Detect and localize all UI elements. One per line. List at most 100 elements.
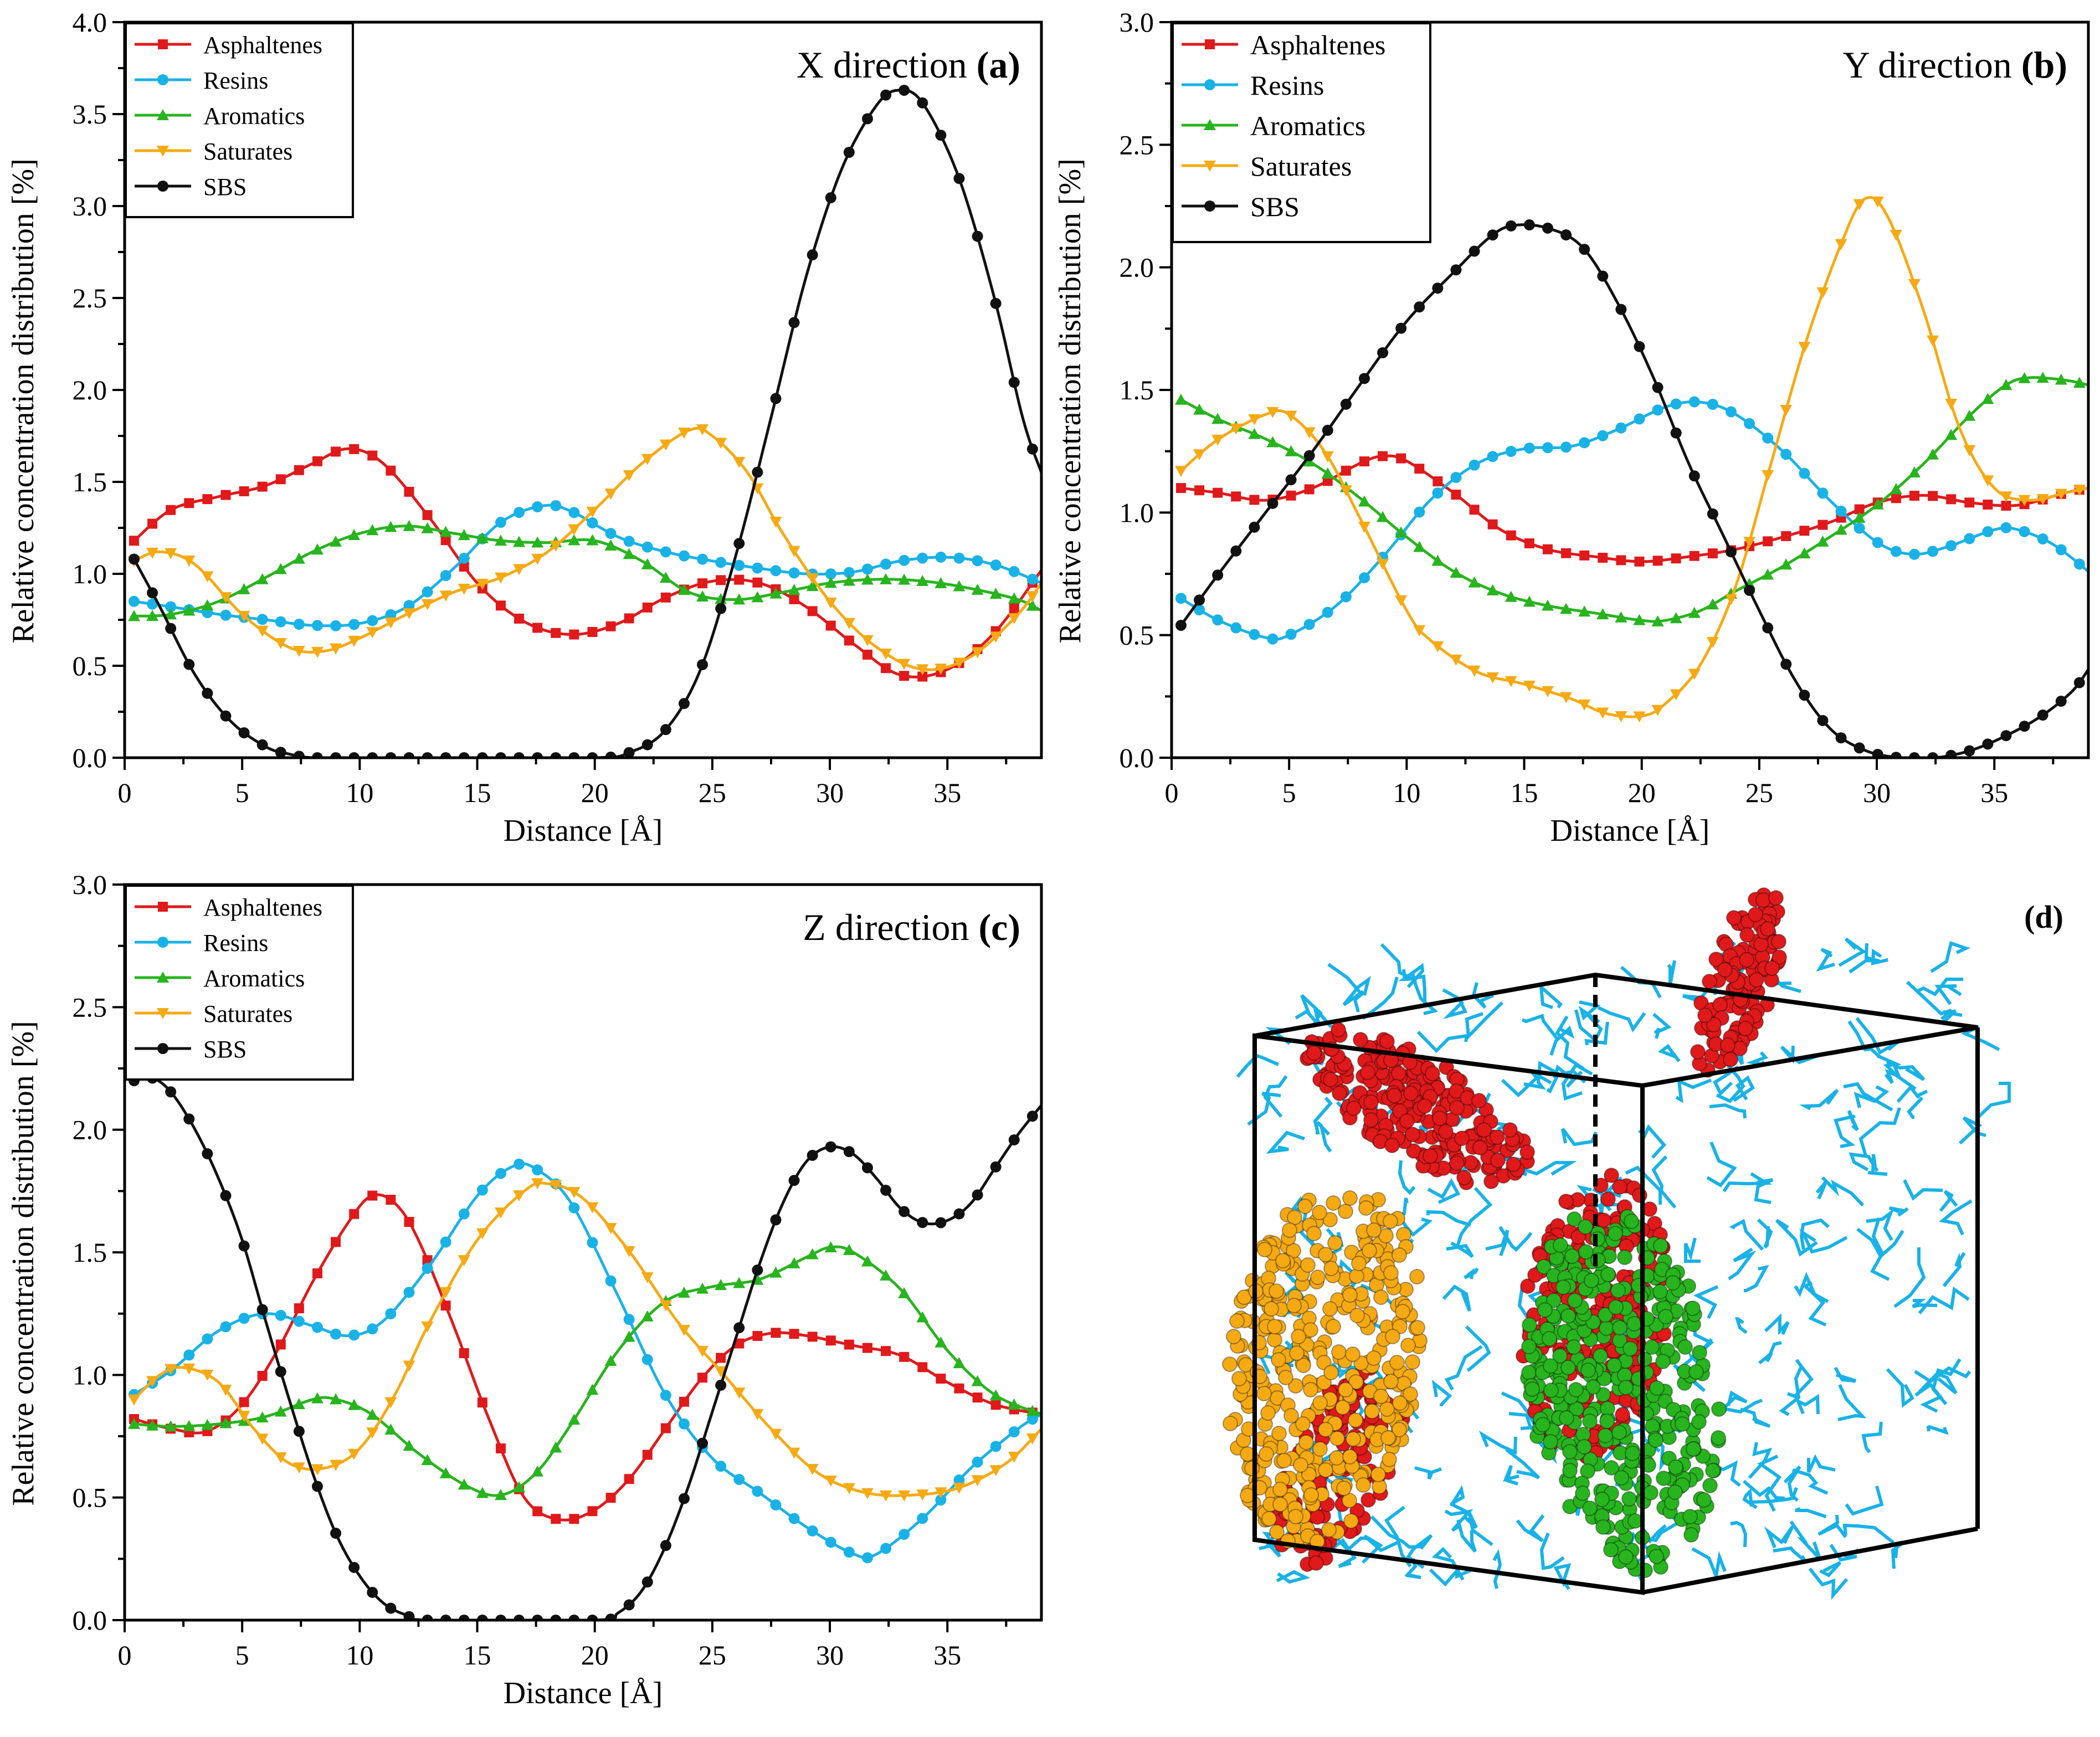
- marker-resins: [1853, 522, 1865, 534]
- resin-fragment: [1748, 1442, 1773, 1479]
- resin-fragment: [1361, 1534, 1400, 1564]
- marker-aromatics: [550, 1441, 562, 1453]
- marker-aromatics: [989, 588, 1002, 599]
- resin-fragment: [1263, 1075, 1288, 1118]
- atom: [1423, 1148, 1438, 1164]
- marker-aromatics: [935, 577, 947, 589]
- marker-sbs: [697, 1437, 708, 1449]
- atom: [1323, 1365, 1339, 1380]
- atom: [1409, 1269, 1425, 1284]
- marker-sbs: [1212, 569, 1224, 581]
- aromatics-cluster: [1520, 1209, 1727, 1578]
- marker-saturates: [989, 1465, 1002, 1477]
- marker-resins: [917, 552, 928, 564]
- atom: [1692, 1345, 1707, 1360]
- resin-fragment: [1926, 1425, 1949, 1435]
- marker-aromatics: [292, 552, 305, 564]
- resin-fragment: [1733, 1075, 1755, 1102]
- marker-aromatics: [2018, 372, 2031, 383]
- marker-aromatics: [696, 590, 709, 602]
- atom: [1312, 1395, 1328, 1411]
- marker-saturates: [1230, 423, 1242, 435]
- marker-saturates: [292, 1462, 305, 1474]
- panel-c-z-direction-chart: 0 5 10 15 20 25 30 35 0.0 0.5 1.0 1.5 2.0 2.5 3.0 Dista…: [6, 869, 1043, 1710]
- resin-fragment: [1553, 1563, 1572, 1590]
- marker-saturates: [1248, 414, 1261, 425]
- marker-aromatics: [1816, 535, 1829, 547]
- marker-aromatics: [623, 548, 635, 559]
- marker-aromatics: [127, 1417, 140, 1429]
- atom: [1345, 1347, 1360, 1362]
- marker-saturates: [348, 635, 361, 647]
- marker-aromatics: [880, 573, 892, 584]
- marker-asphaltenes: [642, 1450, 653, 1460]
- atom: [1300, 1257, 1316, 1273]
- marker-saturates: [696, 424, 709, 435]
- atom: [1696, 1492, 1712, 1508]
- marker-resins: [715, 557, 727, 568]
- marker-resins: [1908, 548, 1920, 560]
- marker-asphaltenes: [899, 671, 910, 681]
- atom: [1625, 1446, 1640, 1461]
- marker-asphaltenes: [697, 578, 708, 589]
- atom: [1296, 1358, 1311, 1373]
- marker-saturates: [494, 1207, 507, 1219]
- marker-aromatics: [953, 580, 966, 592]
- marker-asphaltenes: [1817, 520, 1828, 530]
- marker-saturates: [1174, 466, 1187, 477]
- atom: [1297, 1199, 1313, 1214]
- atom: [1383, 1214, 1398, 1229]
- atom: [1257, 1242, 1272, 1257]
- marker-resins: [1487, 451, 1498, 462]
- marker-asphaltenes: [1414, 464, 1425, 474]
- marker-aromatics: [1835, 523, 1847, 535]
- resin-fragment: [1456, 1519, 1477, 1553]
- marker-asphaltenes: [404, 1217, 414, 1227]
- resin-fragment: [1847, 1020, 1881, 1058]
- resin-fragment: [1465, 1325, 1491, 1372]
- resin-fragment: [1462, 1511, 1493, 1546]
- atom: [1537, 1302, 1553, 1318]
- x-tick-label: 10: [346, 777, 373, 808]
- marker-aromatics: [219, 1417, 232, 1428]
- marker-sbs: [385, 1602, 397, 1614]
- marker-asphaltenes: [166, 505, 176, 515]
- marker-aromatics: [476, 532, 489, 543]
- atom: [1543, 1434, 1558, 1450]
- marker-resins: [476, 1184, 488, 1196]
- marker-resins: [1945, 540, 1957, 552]
- marker-saturates: [513, 1190, 526, 1202]
- marker-saturates: [1395, 595, 1408, 607]
- marker-aromatics: [403, 1440, 415, 1451]
- atom: [1306, 1226, 1322, 1241]
- resin-fragment: [1794, 1272, 1829, 1303]
- marker-saturates: [1945, 399, 1958, 410]
- marker-resins: [348, 619, 360, 630]
- marker-resins: [1008, 1426, 1020, 1437]
- marker-resins: [880, 1543, 892, 1554]
- marker-sbs: [990, 1161, 1002, 1173]
- resin-fragment: [1734, 1317, 1748, 1334]
- atom: [1580, 1363, 1596, 1378]
- marker-resins: [587, 1237, 598, 1248]
- atom: [1599, 1414, 1615, 1429]
- marker-saturates: [1285, 410, 1297, 422]
- atom: [1223, 1416, 1238, 1431]
- marker-resins: [458, 1208, 470, 1220]
- marker-aromatics: [1945, 429, 1958, 440]
- legend-marker-sbs: [157, 1043, 168, 1054]
- marker-asphaltenes: [440, 535, 451, 546]
- marker-asphaltenes: [1432, 476, 1443, 487]
- marker-aromatics: [1174, 393, 1187, 405]
- marker-saturates: [146, 547, 159, 559]
- marker-resins: [898, 1529, 910, 1540]
- atom: [1327, 1235, 1343, 1251]
- marker-saturates: [201, 1369, 214, 1381]
- resin-fragment: [1870, 1217, 1890, 1281]
- atom: [1691, 1414, 1707, 1430]
- marker-resins: [1835, 505, 1847, 517]
- marker-saturates: [2055, 489, 2067, 500]
- marker-saturates: [824, 597, 837, 609]
- marker-sbs: [165, 1086, 177, 1098]
- marker-resins: [1414, 506, 1425, 518]
